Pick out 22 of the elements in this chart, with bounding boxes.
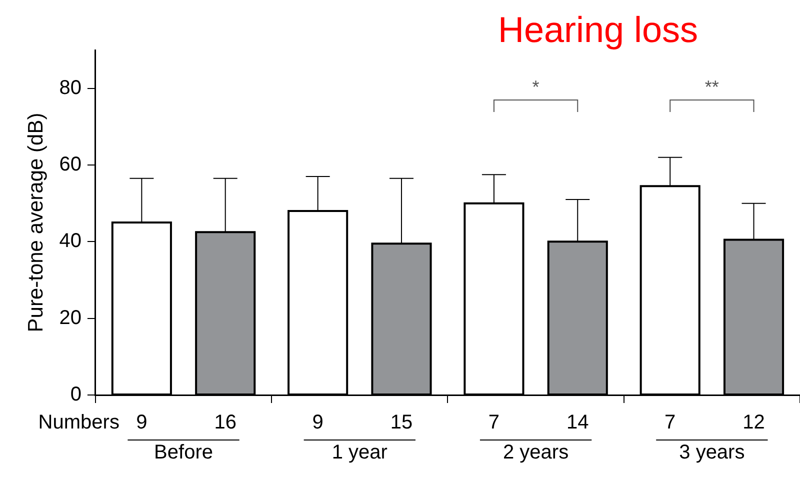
- chart-title: Hearing loss: [498, 8, 698, 50]
- text: 7: [488, 412, 500, 434]
- x-tick-label: 1 year: [332, 442, 388, 464]
- x-tick-label: 2 years: [502, 442, 569, 464]
- text: 16: [214, 412, 236, 434]
- y-tick-label: 40: [59, 230, 82, 252]
- annotation: *: [532, 76, 540, 97]
- y-tick-label: 20: [59, 306, 82, 329]
- x-tick-label: Before: [154, 442, 213, 464]
- text: 9: [136, 412, 148, 434]
- x-tick-label: 3 years: [679, 442, 745, 464]
- annotation: **: [704, 76, 719, 97]
- y-tick-label: 80: [59, 76, 82, 99]
- y-tick-label: 60: [59, 154, 82, 176]
- text: 15: [390, 412, 413, 434]
- text: 14: [566, 412, 589, 434]
- y-axis-title: Pure-tone average (dB): [24, 112, 48, 332]
- text: 12: [742, 412, 765, 434]
- text: 9: [312, 412, 324, 434]
- y-tick-label: 0: [70, 384, 82, 406]
- text: Numbers: [38, 412, 120, 434]
- text: 7: [664, 412, 676, 434]
